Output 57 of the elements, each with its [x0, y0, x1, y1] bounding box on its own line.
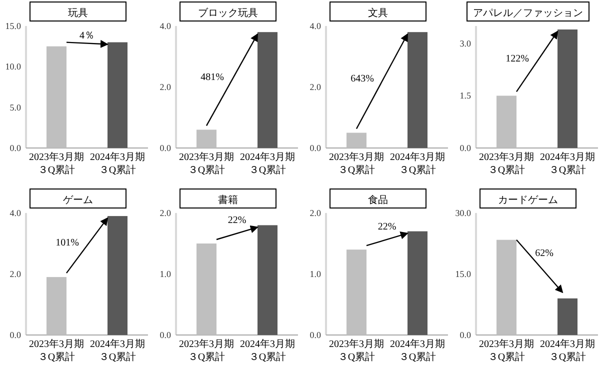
x-tick-label: 2024年3月期３Q累計 — [240, 151, 295, 176]
x-tick-label: 2024年3月期３Q累計 — [90, 151, 145, 176]
x-tick-label: 2024年3月期３Q累計 — [390, 151, 445, 176]
annotation: 122% — [506, 54, 529, 65]
y-tick-label: 10.0 — [5, 62, 22, 72]
x-tick-label: 2023年3月期３Q累計 — [179, 338, 234, 363]
x-tick-label: 2023年3月期３Q累計 — [329, 151, 384, 176]
x-tick-label: 2023年3月期３Q累計 — [329, 338, 384, 363]
annotation: 22% — [228, 215, 246, 226]
y-tick-label: 0.0 — [160, 330, 172, 340]
y-tick-label: 4.0 — [160, 21, 172, 31]
chart-title: アパレル／ファッション — [473, 8, 583, 19]
y-tick-label: 3.0 — [460, 38, 472, 48]
x-tick-label: 2024年3月期３Q累計 — [540, 151, 595, 176]
chart-title: ゲーム — [63, 195, 93, 206]
chart-title: ブロック玩具 — [198, 7, 258, 19]
y-tick-label: 1.0 — [160, 269, 172, 279]
y-tick-label: 0.0 — [460, 143, 472, 153]
chart-title: 文具 — [368, 7, 388, 19]
y-tick-label: 5.0 — [10, 102, 22, 112]
y-tick-label: 0.0 — [460, 330, 472, 340]
y-tick-label: 0.0 — [160, 143, 172, 153]
annotation: 643% — [350, 73, 374, 84]
y-tick-label: 2.0 — [10, 269, 22, 279]
y-tick-label: 0.0 — [10, 143, 22, 153]
annotation: 62% — [535, 248, 554, 260]
x-tick-label: 2024年3月期３Q累計 — [90, 338, 145, 363]
y-tick-label: 2.0 — [160, 82, 172, 92]
y-tick-label: 1.5 — [460, 90, 472, 101]
x-tick-label: 2023年3月期３Q累計 — [179, 151, 234, 176]
annotation: 22% — [378, 221, 396, 232]
y-tick-label: 4.0 — [10, 208, 22, 218]
chart-title: 書籍 — [218, 194, 238, 206]
x-tick-label: 2023年3月期３Q累計 — [29, 338, 84, 363]
y-tick-label: 15.0 — [455, 269, 472, 279]
chart-title: 玩具 — [68, 8, 88, 19]
x-tick-label: 2024年3月期３Q累計 — [240, 338, 295, 363]
y-tick-label: 1.0 — [310, 269, 322, 279]
y-tick-label: 2.0 — [310, 82, 322, 92]
y-tick-label: 30.0 — [455, 208, 472, 218]
chart-title: カードゲーム — [498, 195, 558, 206]
x-tick-label: 2023年3月期３Q累計 — [479, 338, 534, 363]
y-tick-label: 0.0 — [10, 330, 22, 340]
chart-title: 食品 — [368, 194, 388, 206]
y-tick-label: 2.0 — [160, 208, 172, 218]
x-tick-label: 2023年3月期３Q累計 — [479, 151, 534, 176]
x-tick-label: 2024年3月期３Q累計 — [540, 338, 595, 363]
y-tick-label: 0.0 — [310, 143, 322, 153]
annotation: 4％ — [80, 30, 94, 42]
y-tick-label: 2.0 — [310, 208, 322, 218]
annotation: 481% — [200, 72, 224, 83]
x-tick-label: 2024年3月期３Q累計 — [390, 338, 445, 363]
x-tick-label: 2023年3月期３Q累計 — [29, 151, 84, 176]
annotation: 101% — [56, 238, 79, 249]
y-tick-label: 0.0 — [310, 330, 322, 340]
y-tick-label: 15.0 — [5, 21, 22, 31]
y-tick-label: 4.0 — [310, 21, 322, 31]
